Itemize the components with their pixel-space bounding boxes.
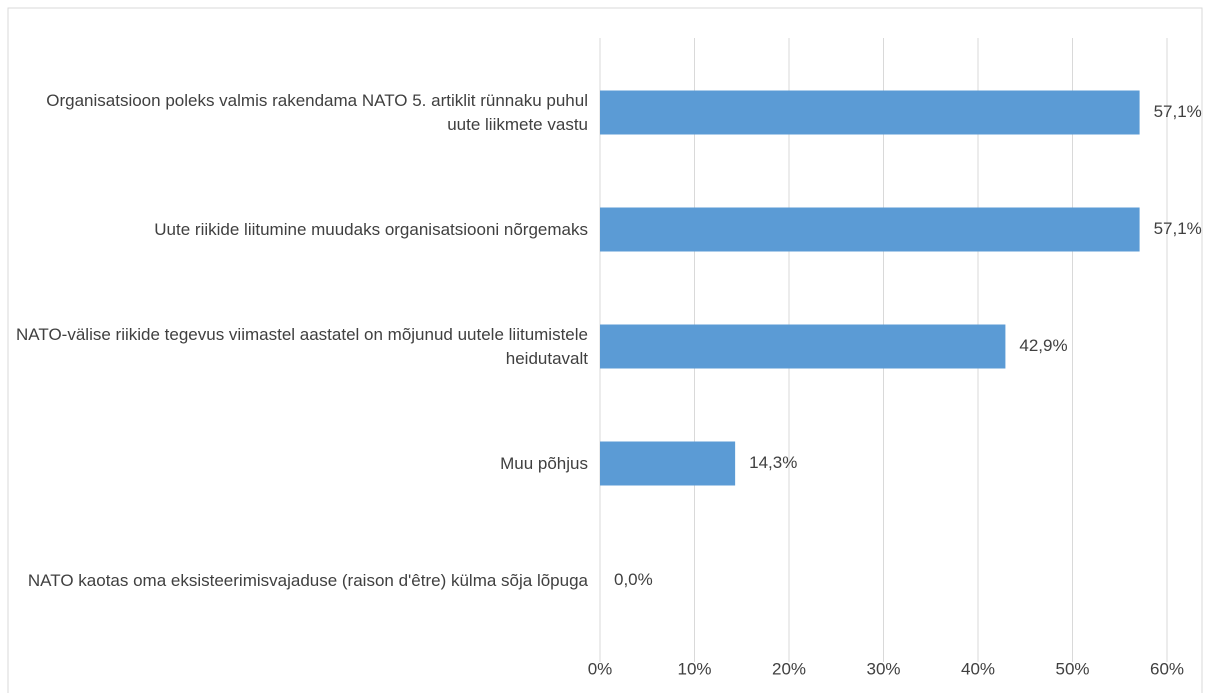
x-tick-label: 40% — [961, 659, 995, 678]
data-label: 57,1% — [1154, 219, 1202, 238]
x-tick-label: 50% — [1055, 659, 1089, 678]
y-tick-label: Uute riikide liitumine muudaks organisat… — [154, 219, 588, 239]
x-tick-label: 10% — [677, 659, 711, 678]
data-label: 14,3% — [749, 453, 797, 472]
data-label: 42,9% — [1019, 336, 1067, 355]
data-label: 0,0% — [614, 570, 653, 589]
y-tick-label: Organisatsioon poleks valmis rakendama N… — [46, 90, 588, 134]
bar — [600, 324, 1006, 369]
bar — [600, 207, 1140, 252]
y-tick-label: Muu põhjus — [500, 453, 588, 473]
x-tick-label: 30% — [866, 659, 900, 678]
x-tick-label: 0% — [588, 659, 613, 678]
bar — [600, 441, 736, 486]
x-tick-label: 20% — [772, 659, 806, 678]
chart-border — [7, 7, 1203, 693]
y-tick-label: NATO-välise riikide tegevus viimastel aa… — [16, 324, 588, 368]
data-label: 57,1% — [1154, 102, 1202, 121]
x-tick-label: 60% — [1150, 659, 1184, 678]
y-tick-label: NATO kaotas oma eksisteerimisvajaduse (r… — [27, 570, 588, 590]
bar — [600, 90, 1140, 135]
